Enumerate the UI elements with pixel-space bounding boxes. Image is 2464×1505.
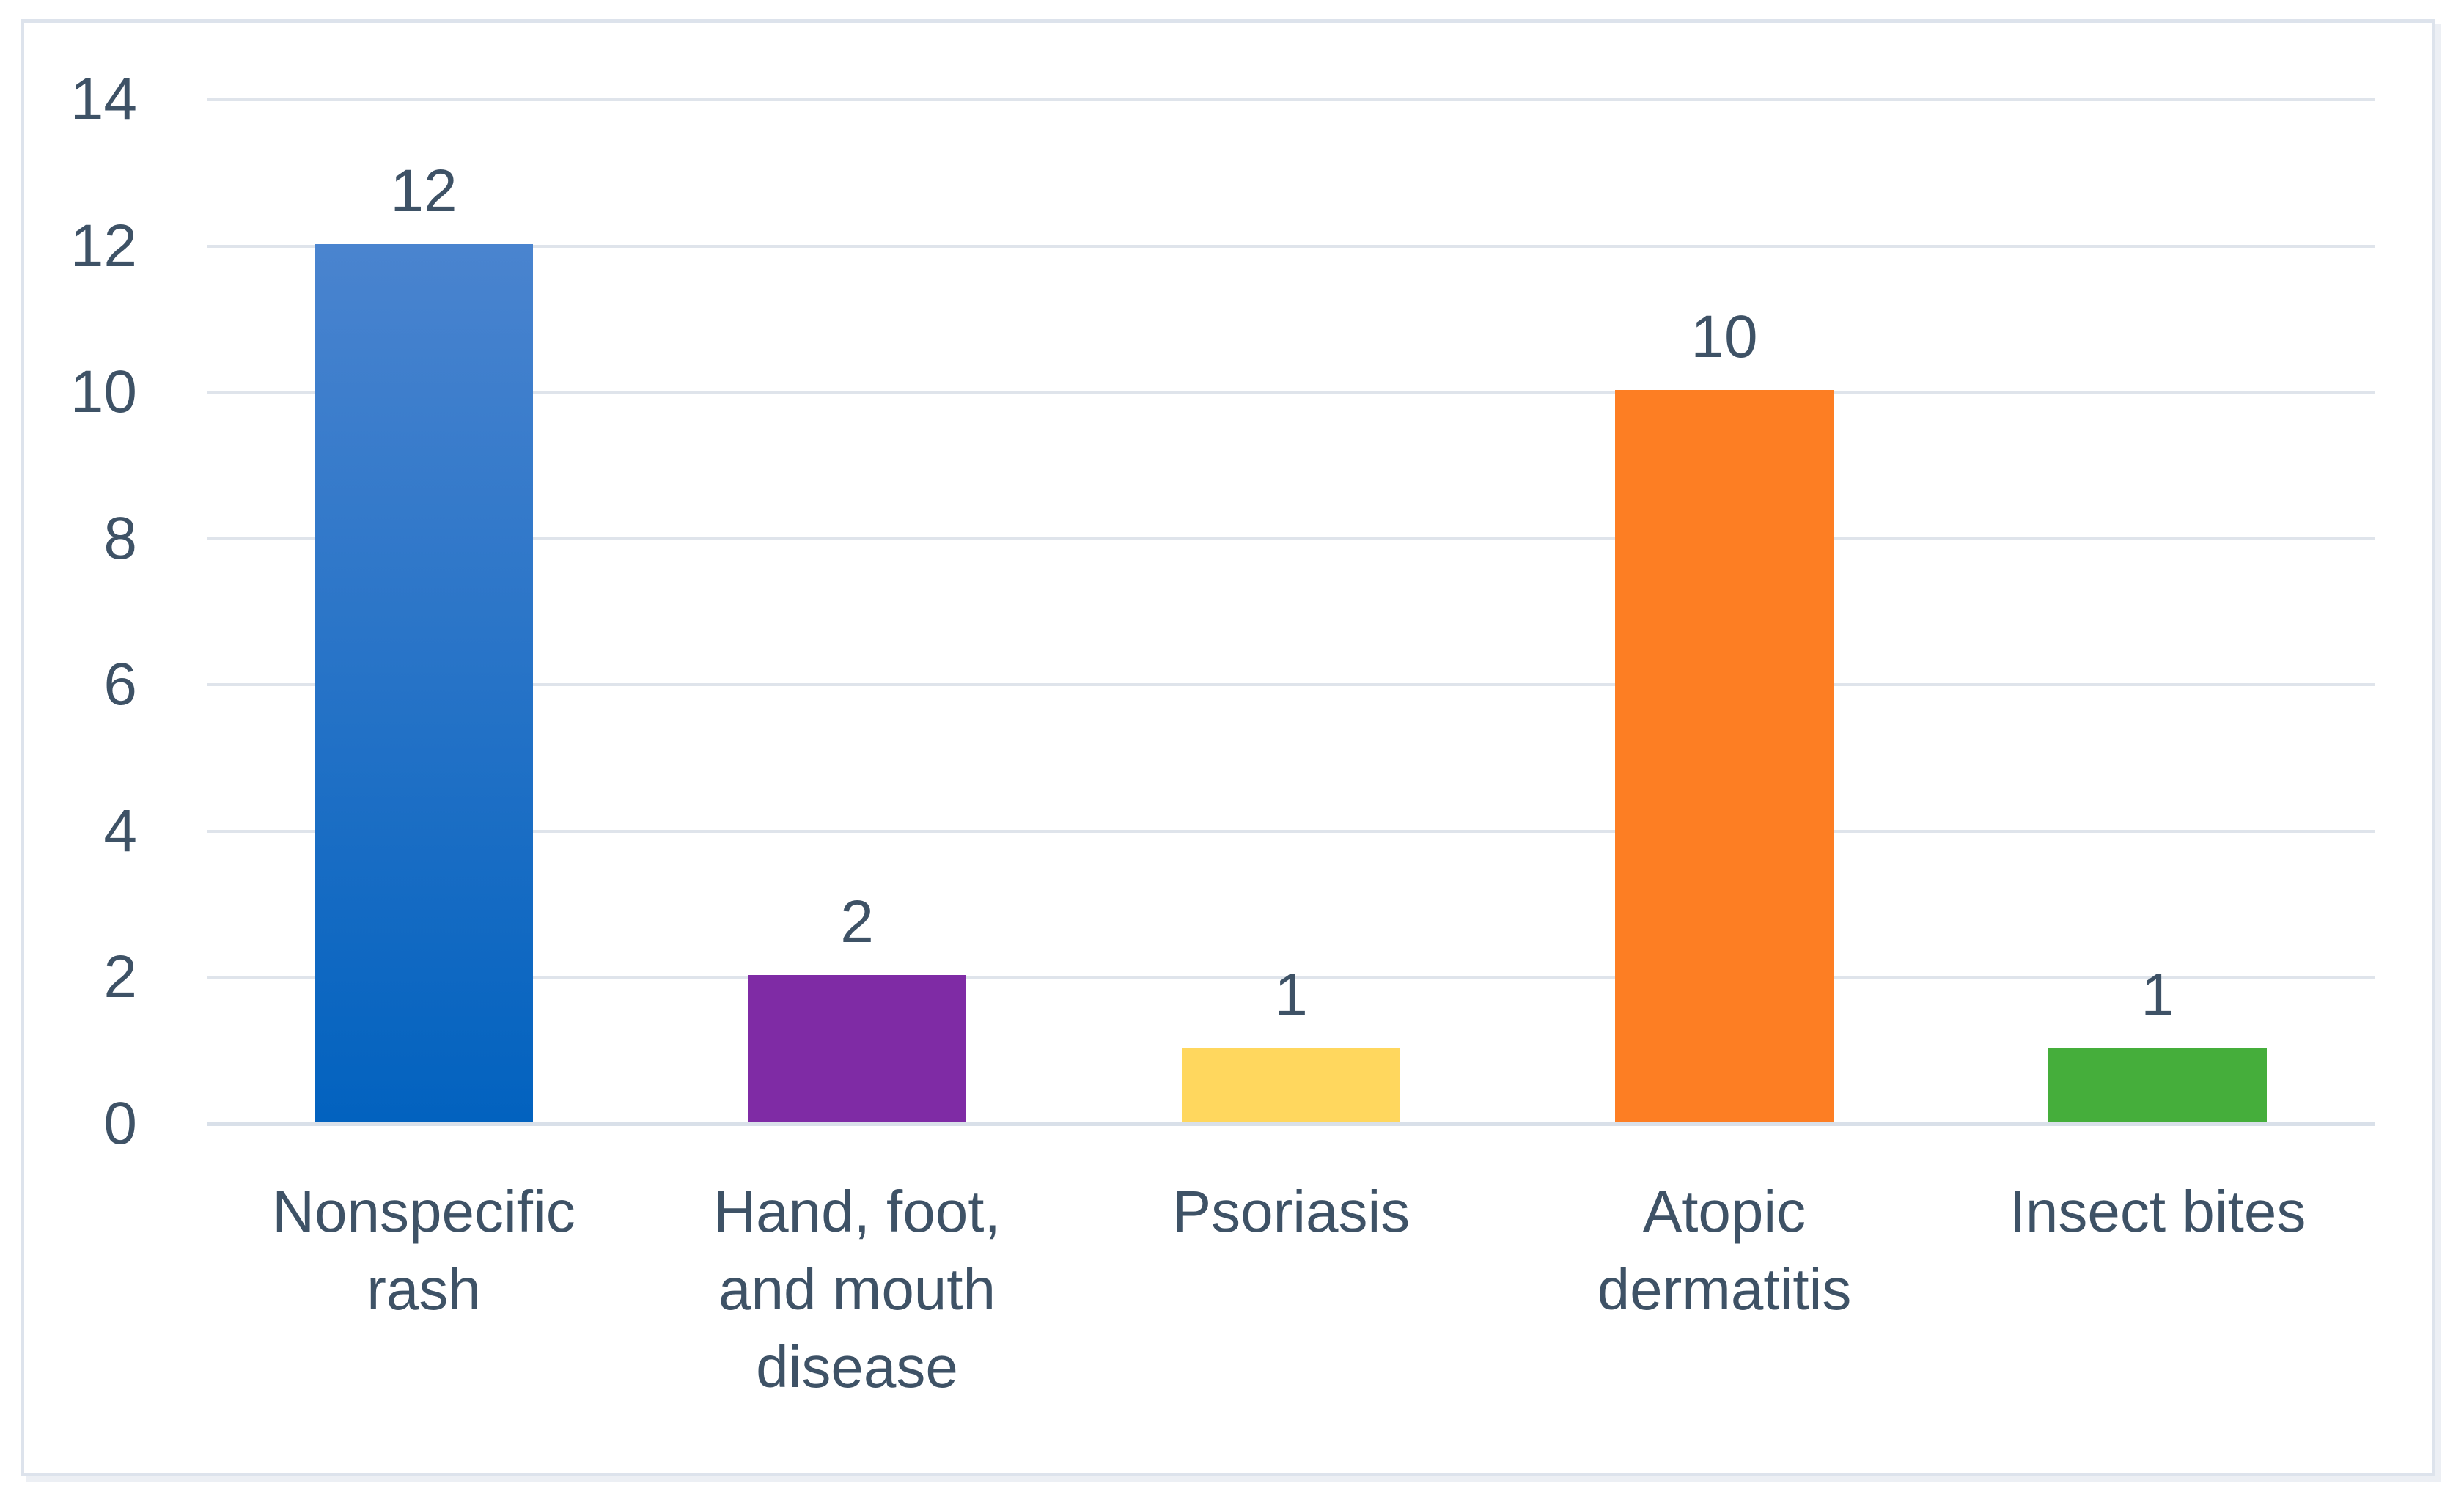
gridline-y-6 bbox=[207, 683, 2375, 687]
y-tick-label-10: 10 bbox=[70, 358, 137, 426]
bar-4 bbox=[1615, 390, 1834, 1122]
category-label-line: rash bbox=[367, 1256, 481, 1322]
gridline-y-14 bbox=[207, 98, 2375, 101]
category-label-line: Hand, foot, bbox=[713, 1179, 1001, 1244]
gridline-y-8 bbox=[207, 537, 2375, 540]
y-tick-label-6: 6 bbox=[103, 651, 137, 718]
y-tick-label-8: 8 bbox=[103, 504, 137, 572]
category-label-5: Insect bites bbox=[1941, 1173, 2374, 1251]
x-axis-line bbox=[207, 1122, 2375, 1126]
data-label-4: 10 bbox=[1691, 303, 1758, 370]
y-tick-label-2: 2 bbox=[103, 943, 137, 1011]
bar-3 bbox=[1182, 1048, 1400, 1122]
category-label-line: Atopic bbox=[1642, 1179, 1806, 1244]
data-label-2: 2 bbox=[840, 888, 874, 955]
category-label-line: Insect bites bbox=[2009, 1179, 2306, 1244]
category-label-line: disease bbox=[756, 1334, 958, 1399]
category-label-3: Psoriasis bbox=[1075, 1173, 1507, 1251]
data-label-3: 1 bbox=[1274, 962, 1308, 1029]
gridline-y-2 bbox=[207, 976, 2375, 979]
category-label-line: Nonspecific bbox=[272, 1179, 575, 1244]
category-label-line: and mouth bbox=[718, 1256, 996, 1322]
category-label-line: dermatitis bbox=[1597, 1256, 1852, 1322]
gridline-y-4 bbox=[207, 829, 2375, 833]
gridline-y-10 bbox=[207, 391, 2375, 394]
category-label-4: Atopic dermatitis bbox=[1508, 1173, 1941, 1328]
y-tick-label-12: 12 bbox=[70, 212, 137, 279]
data-label-5: 1 bbox=[2141, 962, 2174, 1029]
bar-5 bbox=[2048, 1048, 2267, 1122]
category-label-1: Nonspecific rash bbox=[207, 1173, 640, 1328]
bar-1 bbox=[315, 244, 533, 1122]
y-tick-label-4: 4 bbox=[103, 797, 137, 864]
y-tick-label-14: 14 bbox=[70, 66, 137, 133]
y-tick-label-0: 0 bbox=[103, 1090, 137, 1157]
category-label-line: Psoriasis bbox=[1172, 1179, 1411, 1244]
category-label-2: Hand, foot, and mouth disease bbox=[641, 1173, 1073, 1406]
bar-2 bbox=[748, 975, 966, 1122]
gridline-y-12 bbox=[207, 244, 2375, 248]
data-label-1: 12 bbox=[390, 158, 457, 224]
